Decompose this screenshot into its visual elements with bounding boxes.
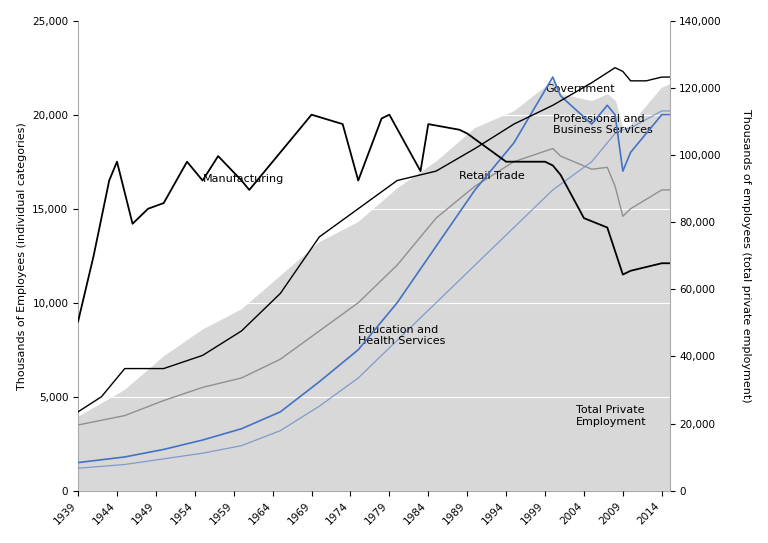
Y-axis label: Thousands of employees (total private employment): Thousands of employees (total private em… [741,109,751,402]
Text: Education and
Health Services: Education and Health Services [358,325,445,346]
Text: Total Private
Employment: Total Private Employment [576,406,647,427]
Y-axis label: Thousands of Employees (individual categories): Thousands of Employees (individual categ… [17,122,27,390]
Text: Professional and
Business Services: Professional and Business Services [553,114,653,136]
Text: Manufacturing: Manufacturing [203,174,284,185]
Text: Government: Government [545,84,614,94]
Text: Retail Trade: Retail Trade [459,171,525,181]
